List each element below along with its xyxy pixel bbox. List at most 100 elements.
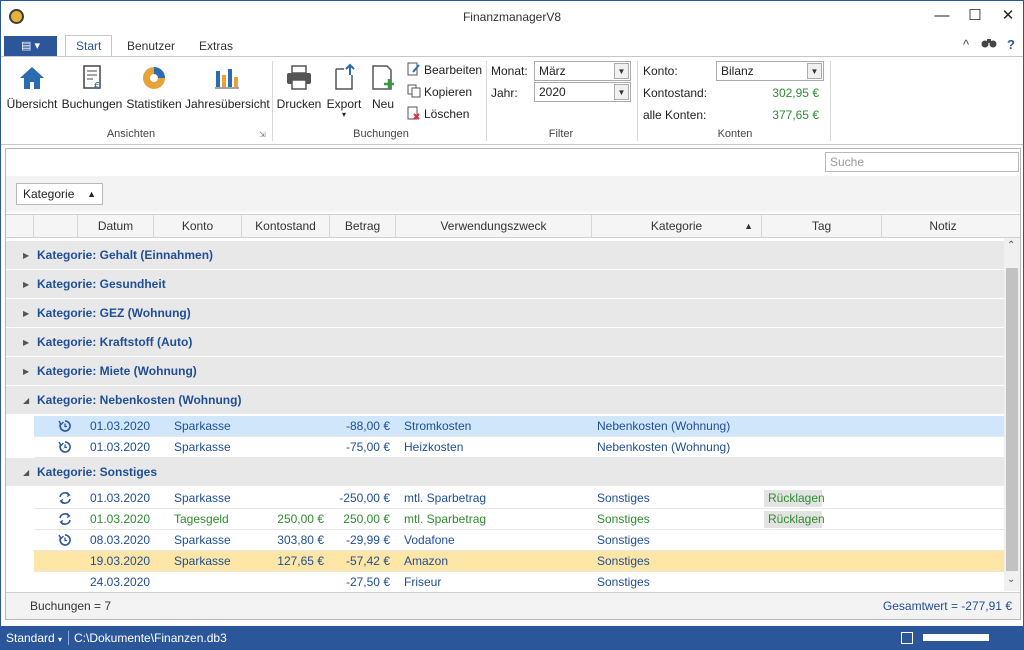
pie-chart-icon — [143, 67, 165, 89]
bookings-panel: Suche Kategorie ▲ Datum Konto Kontostand… — [5, 148, 1021, 620]
vertical-scrollbar[interactable]: ⌃ ⌄ — [1004, 238, 1020, 591]
table-row[interactable]: 08.03.2020 Sparkasse 303,80 € -29,99 € Vodaf… — [34, 530, 1004, 551]
export-button[interactable]: Export ▾ — [324, 61, 364, 119]
group-chip-kategorie[interactable]: Kategorie ▲ — [16, 183, 103, 205]
col-tag[interactable]: Tag — [762, 215, 882, 237]
cell-kategorie: Sonstiges — [597, 491, 650, 505]
help-button[interactable]: ? — [1007, 37, 1015, 52]
table-row[interactable]: 01.03.2020 Tagesgeld 250,00 € 250,00 € mtl. … — [34, 509, 1004, 530]
kontostand-label: Kontostand: — [643, 86, 708, 100]
col-datum[interactable]: Datum — [78, 215, 154, 237]
scroll-up-icon[interactable]: ⌃ — [1007, 240, 1016, 251]
jahresuebersicht-button[interactable]: Jahresübersicht — [185, 61, 270, 111]
tag-chip[interactable]: Rücklagen — [764, 511, 825, 528]
tag-chip[interactable]: Rücklagen — [764, 490, 825, 507]
table-row[interactable]: 01.03.2020 Sparkasse -75,00 € Heizkosten Neb… — [34, 437, 1004, 458]
transfer-icon — [58, 491, 72, 505]
cell-kontostand: 127,65 € — [277, 554, 324, 568]
col-notiz[interactable]: Notiz — [929, 219, 957, 233]
col-verwendungszweck[interactable]: Verwendungszweck — [396, 215, 592, 237]
tab-extras[interactable]: Extras — [199, 39, 234, 53]
database-path: C:\Dokumente\Finanzen.db3 — [74, 631, 227, 645]
col-betrag[interactable]: Betrag — [330, 215, 396, 237]
jahr-select[interactable]: 2020 ▼ — [534, 82, 631, 102]
search-input[interactable]: Suche — [825, 152, 1019, 172]
group-row[interactable]: ◢ Kategorie: Nebenkosten (Wohnung) — [6, 386, 1004, 415]
group-row[interactable]: ▶ Kategorie: Miete (Wohnung) — [6, 357, 1004, 386]
statistiken-button[interactable]: Statistiken — [125, 61, 183, 111]
chevron-down-icon: ▾ — [341, 110, 346, 119]
progress-bar — [923, 634, 989, 641]
cell-betrag: -57,42 € — [345, 554, 390, 568]
chevron-down-icon: ▼ — [807, 63, 822, 79]
col-konto[interactable]: Konto — [154, 215, 242, 237]
minimize-button[interactable]: — — [934, 7, 950, 24]
close-button[interactable]: ✕ — [1001, 7, 1015, 24]
cell-konto: Sparkasse — [174, 491, 231, 505]
cell-datum: 01.03.2020 — [90, 512, 151, 526]
maximize-button[interactable]: ☐ — [968, 7, 982, 24]
column-header: Datum Konto Kontostand Betrag Verwendung… — [6, 214, 1020, 238]
loeschen-label: Löschen — [424, 107, 470, 121]
expand-icon[interactable]: ▶ — [23, 280, 30, 289]
table-row[interactable]: 01.03.2020 Sparkasse -250,00 € mtl. Sparbet… — [34, 488, 1004, 509]
collapse-ribbon-button[interactable]: ^ — [963, 37, 970, 52]
col-kategorie[interactable]: Kategorie ▲ — [592, 215, 762, 237]
group-row[interactable]: ◢ Kategorie: Sonstiges — [6, 458, 1004, 487]
binoculars-icon[interactable] — [981, 37, 997, 52]
kopieren-button[interactable]: Kopieren — [407, 82, 472, 102]
tab-benutzer[interactable]: Benutzer — [127, 39, 176, 53]
group-label-buchungen: Buchungen — [353, 128, 409, 140]
jahresuebersicht-label: Jahresübersicht — [185, 97, 270, 111]
expand-icon[interactable]: ▶ — [23, 338, 30, 347]
table-row[interactable]: 24.03.2020 -27,50 € Friseur Sonstiges — [34, 572, 1004, 591]
group-row[interactable]: ▶ Kategorie: GEZ (Wohnung) — [6, 299, 1004, 328]
monat-select[interactable]: März ▼ — [534, 61, 631, 81]
cell-datum: 01.03.2020 — [90, 491, 151, 505]
group-label-konten: Konten — [717, 128, 753, 140]
expand-icon[interactable]: ▶ — [23, 251, 30, 260]
dialog-launcher-icon[interactable]: ⇲ — [259, 130, 266, 139]
menu-icon: ▤ ▾ — [21, 40, 40, 52]
collapse-icon[interactable]: ◢ — [23, 468, 30, 477]
group-separator — [486, 61, 487, 141]
drucken-button[interactable]: Drucken — [276, 61, 322, 111]
konto-value: Bilanz — [721, 64, 754, 78]
neu-button[interactable]: Neu — [367, 61, 399, 111]
app-logo-icon[interactable] — [9, 9, 24, 24]
expand-icon[interactable]: ▶ — [23, 309, 30, 318]
group-title: Kategorie: Miete (Wohnung) — [37, 364, 197, 378]
home-icon — [20, 67, 44, 89]
group-row[interactable]: ▶ Kategorie: Gehalt (Einnahmen) — [6, 241, 1004, 270]
group-row[interactable]: ▶ Kategorie: Kraftstoff (Auto) — [6, 328, 1004, 357]
col-kategorie-label: Kategorie — [650, 219, 703, 233]
konto-select[interactable]: Bilanz ▼ — [716, 61, 824, 81]
col-kontostand[interactable]: Kontostand — [242, 215, 330, 237]
transfer-icon — [58, 512, 72, 526]
collapse-icon[interactable]: ◢ — [23, 396, 30, 405]
scroll-down-icon[interactable]: ⌄ — [1007, 574, 1016, 585]
tab-start[interactable]: Start — [65, 35, 113, 57]
group-row[interactable]: ▶ Kategorie: Gesundheit — [6, 270, 1004, 299]
cell-datum: 19.03.2020 — [90, 554, 151, 568]
expand-icon[interactable]: ▶ — [23, 367, 30, 376]
cell-verwendungszweck: mtl. Sparbetrag — [404, 512, 487, 526]
profile-selector[interactable]: Standard ▾ — [6, 626, 62, 649]
svg-text:€: € — [94, 81, 100, 92]
table-row[interactable]: 01.03.2020 Sparkasse -88,00 € Stromkosten Ne… — [34, 416, 1004, 437]
monat-value: März — [539, 64, 566, 78]
table-row[interactable]: 19.03.2020 Sparkasse 127,65 € -57,42 € Amazo… — [34, 551, 1004, 572]
export-icon — [335, 63, 355, 90]
alle-konten-label: alle Konten: — [643, 108, 707, 122]
buchungen-button[interactable]: € Buchungen — [61, 61, 123, 111]
group-separator — [830, 61, 831, 141]
konto-label: Konto: — [643, 64, 678, 78]
file-menu-button[interactable]: ▤ ▾ — [4, 36, 57, 56]
export-label: Export — [326, 97, 362, 111]
bearbeiten-button[interactable]: Bearbeiten — [407, 60, 482, 80]
scrollbar-thumb[interactable] — [1006, 268, 1018, 571]
cell-verwendungszweck: Amazon — [404, 554, 449, 568]
copy-icon — [407, 84, 421, 98]
uebersicht-button[interactable]: Übersicht — [5, 61, 59, 111]
loeschen-button[interactable]: Löschen — [407, 104, 469, 124]
